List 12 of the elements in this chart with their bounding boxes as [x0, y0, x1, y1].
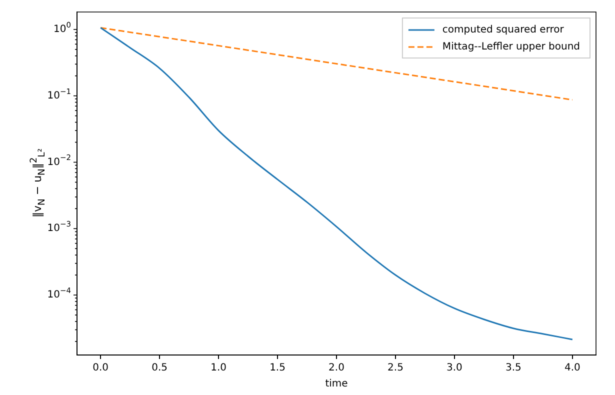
- legend-label: computed squared error: [442, 24, 565, 36]
- x-tick-label: 3.5: [505, 362, 522, 374]
- x-tick-label: 1.5: [270, 362, 286, 374]
- x-tick-label: 2.5: [388, 362, 404, 374]
- x-tick-label: 0.0: [92, 362, 109, 374]
- x-tick-label: 0.5: [152, 362, 168, 374]
- x-tick-label: 4.0: [564, 362, 580, 374]
- x-tick-label: 2.0: [328, 362, 344, 374]
- x-tick-label: 3.0: [446, 362, 462, 374]
- legend-label: Mittag--Leffler upper bound: [442, 42, 580, 53]
- x-tick-label: 1.0: [210, 362, 226, 374]
- x-axis-title: time: [325, 378, 348, 390]
